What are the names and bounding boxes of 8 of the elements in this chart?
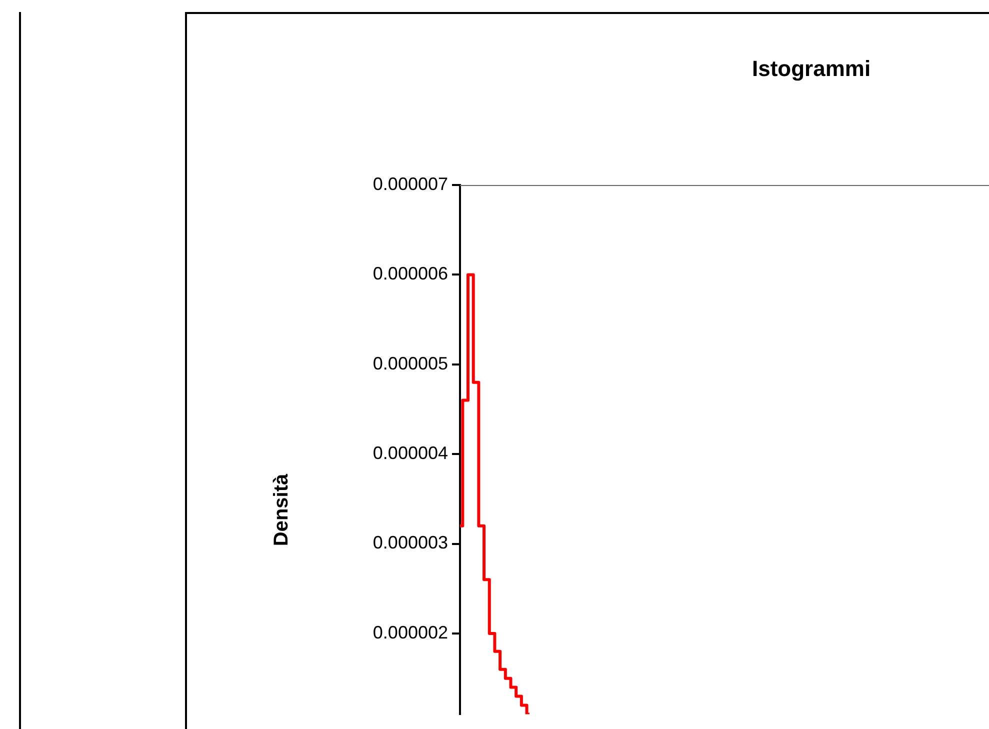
- y-tick-label: 0.000007: [372, 174, 448, 194]
- y-tick-label: 0.000005: [372, 353, 448, 374]
- chart-title: Istogrammi: [752, 56, 871, 82]
- y-tick-label: 0.000002: [372, 622, 448, 642]
- y-tick-label: 0.000004: [372, 443, 448, 464]
- y-axis-title: Densità: [270, 473, 293, 546]
- y-tick-label: 0.000006: [372, 264, 448, 284]
- y-tick-label: 0.000003: [372, 532, 448, 553]
